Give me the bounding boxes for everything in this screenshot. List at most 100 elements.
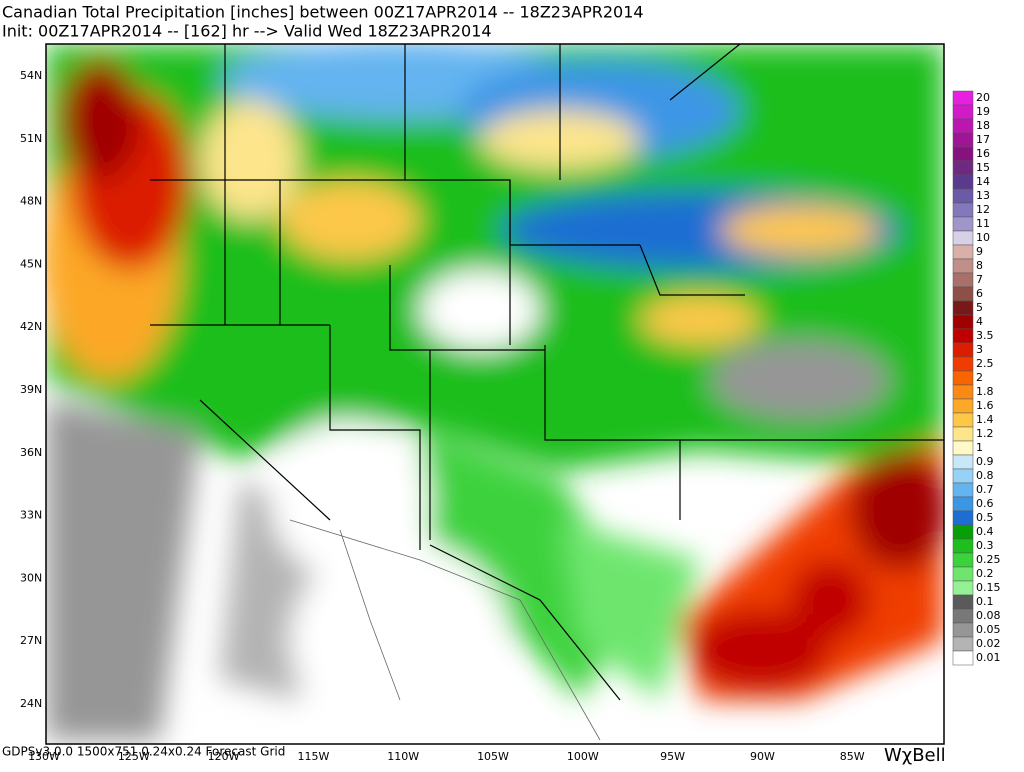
longitude-label: 110W (387, 750, 419, 763)
colorbar-swatch (952, 160, 974, 176)
colorbar-swatch (952, 538, 974, 554)
latitude-label: 33N (20, 509, 42, 522)
colorbar-swatch (952, 272, 974, 288)
colorbar-label: 0.2 (976, 567, 994, 580)
colorbar-swatch (952, 580, 974, 596)
colorbar-label: 3 (976, 343, 983, 356)
colorbar-swatch (952, 370, 974, 386)
latitude-label: 51N (20, 132, 42, 145)
colorbar-label: 1.2 (976, 427, 994, 440)
colorbar-label: 2 (976, 371, 983, 384)
colorbar-swatch (952, 202, 974, 218)
latitude-label: 45N (20, 257, 42, 270)
colorbar-label: 1.4 (976, 413, 994, 426)
colorbar-label: 0.25 (976, 553, 1001, 566)
colorbar-label: 18 (976, 119, 990, 132)
latitude-label: 27N (20, 634, 42, 647)
colorbar-swatch (952, 650, 974, 666)
colorbar-label: 0.8 (976, 469, 994, 482)
colorbar-label: 16 (976, 147, 990, 160)
colorbar-swatch (952, 608, 974, 624)
colorbar-swatch (952, 146, 974, 162)
colorbar-swatch (952, 524, 974, 540)
longitude-label: 125W (118, 750, 150, 763)
colorbar-label: 1.6 (976, 399, 994, 412)
colorbar-label: 0.1 (976, 595, 994, 608)
colorbar-label: 19 (976, 105, 990, 118)
colorbar-label: 5 (976, 301, 983, 314)
colorbar-label: 0.7 (976, 483, 994, 496)
colorbar-swatch (952, 622, 974, 638)
colorbar-swatch (952, 384, 974, 400)
colorbar-swatch (952, 468, 974, 484)
colorbar-swatch (952, 286, 974, 302)
latitude-label: 54N (20, 69, 42, 82)
longitude-label: 115W (297, 750, 329, 763)
latitude-label: 24N (20, 697, 42, 710)
colorbar-label: 0.3 (976, 539, 994, 552)
colorbar-label: 15 (976, 161, 990, 174)
latitude-label: 30N (20, 571, 42, 584)
colorbar-swatch (952, 552, 974, 568)
colorbar-label: 12 (976, 203, 990, 216)
colorbar-label: 2.5 (976, 357, 994, 370)
latitude-label: 42N (20, 320, 42, 333)
colorbar-label: 0.9 (976, 455, 994, 468)
longitude-label: 100W (567, 750, 599, 763)
latitude-label: 39N (20, 383, 42, 396)
colorbar-label: 9 (976, 245, 983, 258)
colorbar-swatch (952, 216, 974, 232)
longitude-label: 130W (28, 750, 60, 763)
colorbar-label: 0.6 (976, 497, 994, 510)
colorbar-swatch (952, 118, 974, 134)
colorbar-swatch (952, 342, 974, 358)
subtitle: Init: 00Z17APR2014 -- [162] hr --> Valid… (2, 22, 492, 41)
colorbar-label: 1 (976, 441, 983, 454)
colorbar-swatch (952, 314, 974, 330)
colorbar-label: 14 (976, 175, 990, 188)
colorbar-label: 0.08 (976, 609, 1001, 622)
longitude-label: 90W (750, 750, 775, 763)
colorbar-swatch (952, 398, 974, 414)
colorbar-swatch (952, 440, 974, 456)
longitude-label: 85W (840, 750, 865, 763)
colorbar-swatch (952, 328, 974, 344)
logo: WχBell (884, 745, 946, 766)
colorbar-swatch (952, 412, 974, 428)
colorbar-label: 0.01 (976, 651, 1001, 664)
colorbar-label: 20 (976, 91, 990, 104)
latitude-label: 36N (20, 446, 42, 459)
colorbar-label: 0.15 (976, 581, 1001, 594)
colorbar-label: 13 (976, 189, 990, 202)
colorbar-swatch (952, 356, 974, 372)
precip-field (46, 44, 944, 744)
colorbar-swatch (952, 454, 974, 470)
colorbar-label: 0.4 (976, 525, 994, 538)
colorbar-label: 4 (976, 315, 983, 328)
longitude-label: 95W (660, 750, 685, 763)
grid-info: GDPSv3.0.0 1500x751 0.24x0.24 Forecast G… (2, 745, 285, 759)
colorbar-label: 1.8 (976, 385, 994, 398)
colorbar-label: 0.02 (976, 637, 1001, 650)
colorbar-swatch (952, 496, 974, 512)
colorbar-swatch (952, 258, 974, 274)
colorbar-label: 8 (976, 259, 983, 272)
colorbar-label: 0.5 (976, 511, 994, 524)
colorbar-swatch (952, 594, 974, 610)
colorbar-swatch (952, 244, 974, 260)
colorbar-swatch (952, 300, 974, 316)
colorbar-label: 6 (976, 287, 983, 300)
colorbar-swatch (952, 90, 974, 106)
longitude-label: 105W (477, 750, 509, 763)
title: Canadian Total Precipitation [inches] be… (2, 3, 644, 22)
colorbar-label: 17 (976, 133, 990, 146)
colorbar-label: 3.5 (976, 329, 994, 342)
colorbar-label: 11 (976, 217, 990, 230)
colorbar-label: 0.05 (976, 623, 1001, 636)
colorbar-swatch (952, 230, 974, 246)
colorbar-swatch (952, 104, 974, 120)
colorbar-label: 10 (976, 231, 990, 244)
colorbar-label: 7 (976, 273, 983, 286)
